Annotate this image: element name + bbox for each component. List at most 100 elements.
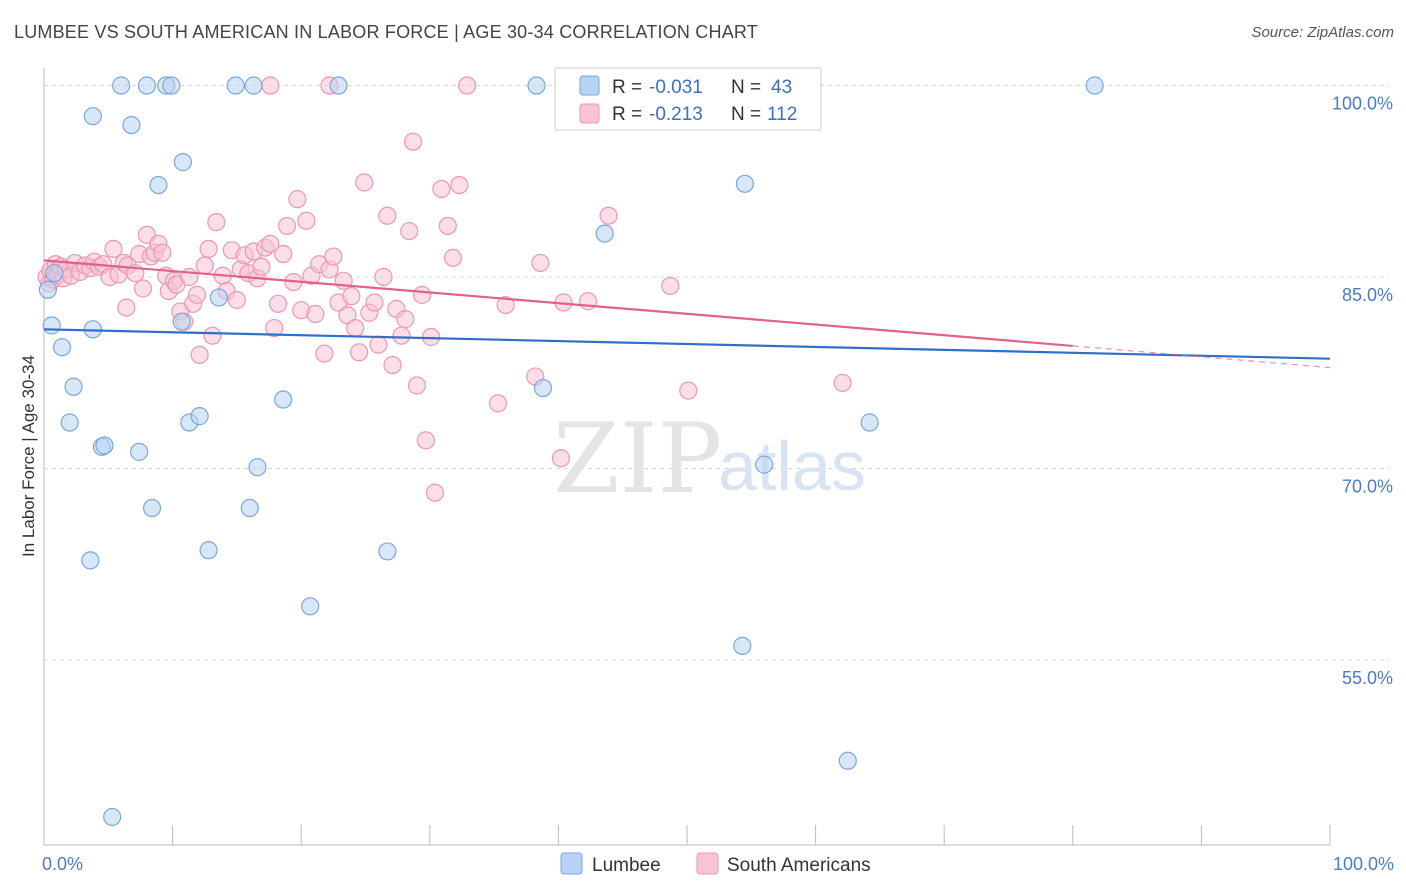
south-americans-point	[104, 239, 123, 259]
lumbee-point	[248, 458, 267, 477]
south-americans-point	[396, 310, 415, 329]
lumbee-point	[172, 312, 191, 331]
watermark-zip: ZIP	[553, 403, 722, 515]
lumbee-point	[226, 76, 245, 95]
south-americans-point	[438, 216, 457, 236]
watermark-atlas: atlas	[718, 427, 866, 505]
lumbee-point	[60, 413, 79, 432]
series-legend: Lumbee South Americans	[560, 852, 871, 876]
lumbee-point	[733, 636, 752, 655]
south-americans-point	[306, 304, 325, 324]
points-layer	[37, 76, 1104, 827]
south-americans-point	[261, 234, 280, 253]
south-americans-point	[355, 173, 374, 192]
lumbee-point	[755, 455, 774, 474]
south-americans-point	[403, 132, 423, 151]
south-americans-point	[277, 216, 297, 236]
axis-layer: 100.0% 85.0% 70.0% 55.0% 0.0% 100.0%	[42, 68, 1394, 874]
lumbee-point	[190, 407, 209, 426]
south-americans-point	[833, 373, 852, 393]
grid-layer	[44, 85, 1390, 661]
lumbee-point	[42, 316, 61, 335]
legend-r-value-south-americans: -0.213	[649, 104, 703, 125]
south-americans-point	[661, 276, 680, 296]
south-americans-point	[374, 267, 393, 287]
south-americans-point	[407, 376, 427, 395]
legend-r-value-lumbee: -0.031	[649, 77, 703, 98]
south-americans-point	[496, 295, 515, 315]
south-americans-point	[207, 213, 226, 232]
lumbee-point	[735, 174, 754, 193]
lumbee-point	[112, 76, 131, 95]
legend-swatch-lumbee	[579, 75, 600, 96]
south-americans-point	[349, 343, 369, 362]
x-tick-label: 0.0%	[42, 854, 83, 874]
legend-n-label-lumbee: N =	[731, 77, 761, 98]
south-americans-point	[261, 76, 280, 95]
lumbee-point	[137, 76, 156, 95]
south-americans-point	[153, 243, 172, 262]
south-americans-point	[551, 449, 571, 468]
south-americans-point	[679, 381, 698, 400]
trend-layer	[43, 259, 1331, 369]
south-americans-point	[324, 247, 343, 266]
lumbee-point	[162, 76, 181, 95]
lumbee-point	[103, 807, 122, 827]
series-legend-swatch-south-americans	[696, 852, 719, 875]
legend-n-value-south-americans: 112	[767, 104, 797, 125]
legend-swatch-south-americans	[579, 103, 600, 124]
south-americans-point	[117, 298, 136, 317]
legend-n-label-south-americans: N =	[731, 104, 761, 125]
south-americans-point	[195, 256, 214, 275]
south-americans-point	[531, 253, 550, 273]
y-tick-label: 85.0%	[1342, 285, 1393, 305]
south-americans-point	[274, 244, 293, 264]
south-americans-trend-line	[43, 259, 1073, 348]
x-tick-label: 100.0%	[1333, 854, 1394, 874]
south-americans-point	[187, 285, 207, 304]
south-americans-point	[252, 257, 271, 276]
lumbee-point	[130, 442, 149, 461]
lumbee-point	[64, 377, 83, 396]
south-americans-point	[400, 221, 419, 241]
legend-r-label-south-americans: R =	[612, 104, 642, 125]
lumbee-point	[274, 390, 293, 409]
south-americans-point	[133, 279, 153, 298]
lumbee-point	[860, 413, 879, 432]
lumbee-point	[38, 280, 57, 299]
lumbee-point	[199, 541, 218, 560]
south-americans-point	[378, 206, 397, 225]
south-americans-point	[288, 190, 307, 209]
lumbee-point	[244, 76, 263, 95]
south-americans-point	[416, 431, 436, 450]
south-americans-point	[203, 326, 222, 345]
lumbee-point	[149, 175, 168, 195]
south-americans-point	[443, 248, 463, 267]
south-americans-point	[365, 293, 384, 312]
south-americans-point	[383, 355, 402, 375]
lumbee-point	[378, 542, 397, 561]
chart-title: LUMBEE VS SOUTH AMERICAN IN LABOR FORCE …	[14, 22, 758, 42]
south-americans-point	[369, 335, 388, 354]
lumbee-point	[81, 551, 100, 570]
y-tick-label: 70.0%	[1342, 476, 1393, 496]
lumbee-point	[122, 115, 141, 135]
south-americans-point	[342, 287, 361, 306]
lumbee-point	[329, 76, 348, 95]
y-axis-label: In Labor Force | Age 30-34	[19, 355, 38, 557]
south-americans-point	[297, 211, 316, 230]
south-americans-point	[425, 483, 445, 502]
south-americans-point	[392, 326, 411, 345]
south-americans-point	[488, 394, 508, 413]
series-legend-label-lumbee: Lumbee	[592, 855, 661, 876]
lumbee-trend-line	[43, 328, 1331, 360]
correlation-legend: R = -0.031 N = 43 R = -0.213 N = 112	[554, 67, 822, 131]
south-americans-point	[457, 76, 477, 95]
lumbee-point	[533, 378, 553, 398]
legend-n-value-lumbee: 43	[771, 77, 792, 98]
lumbee-point	[45, 264, 64, 283]
lumbee-point	[95, 436, 114, 455]
lumbee-point	[301, 597, 320, 616]
lumbee-point	[1085, 76, 1104, 95]
